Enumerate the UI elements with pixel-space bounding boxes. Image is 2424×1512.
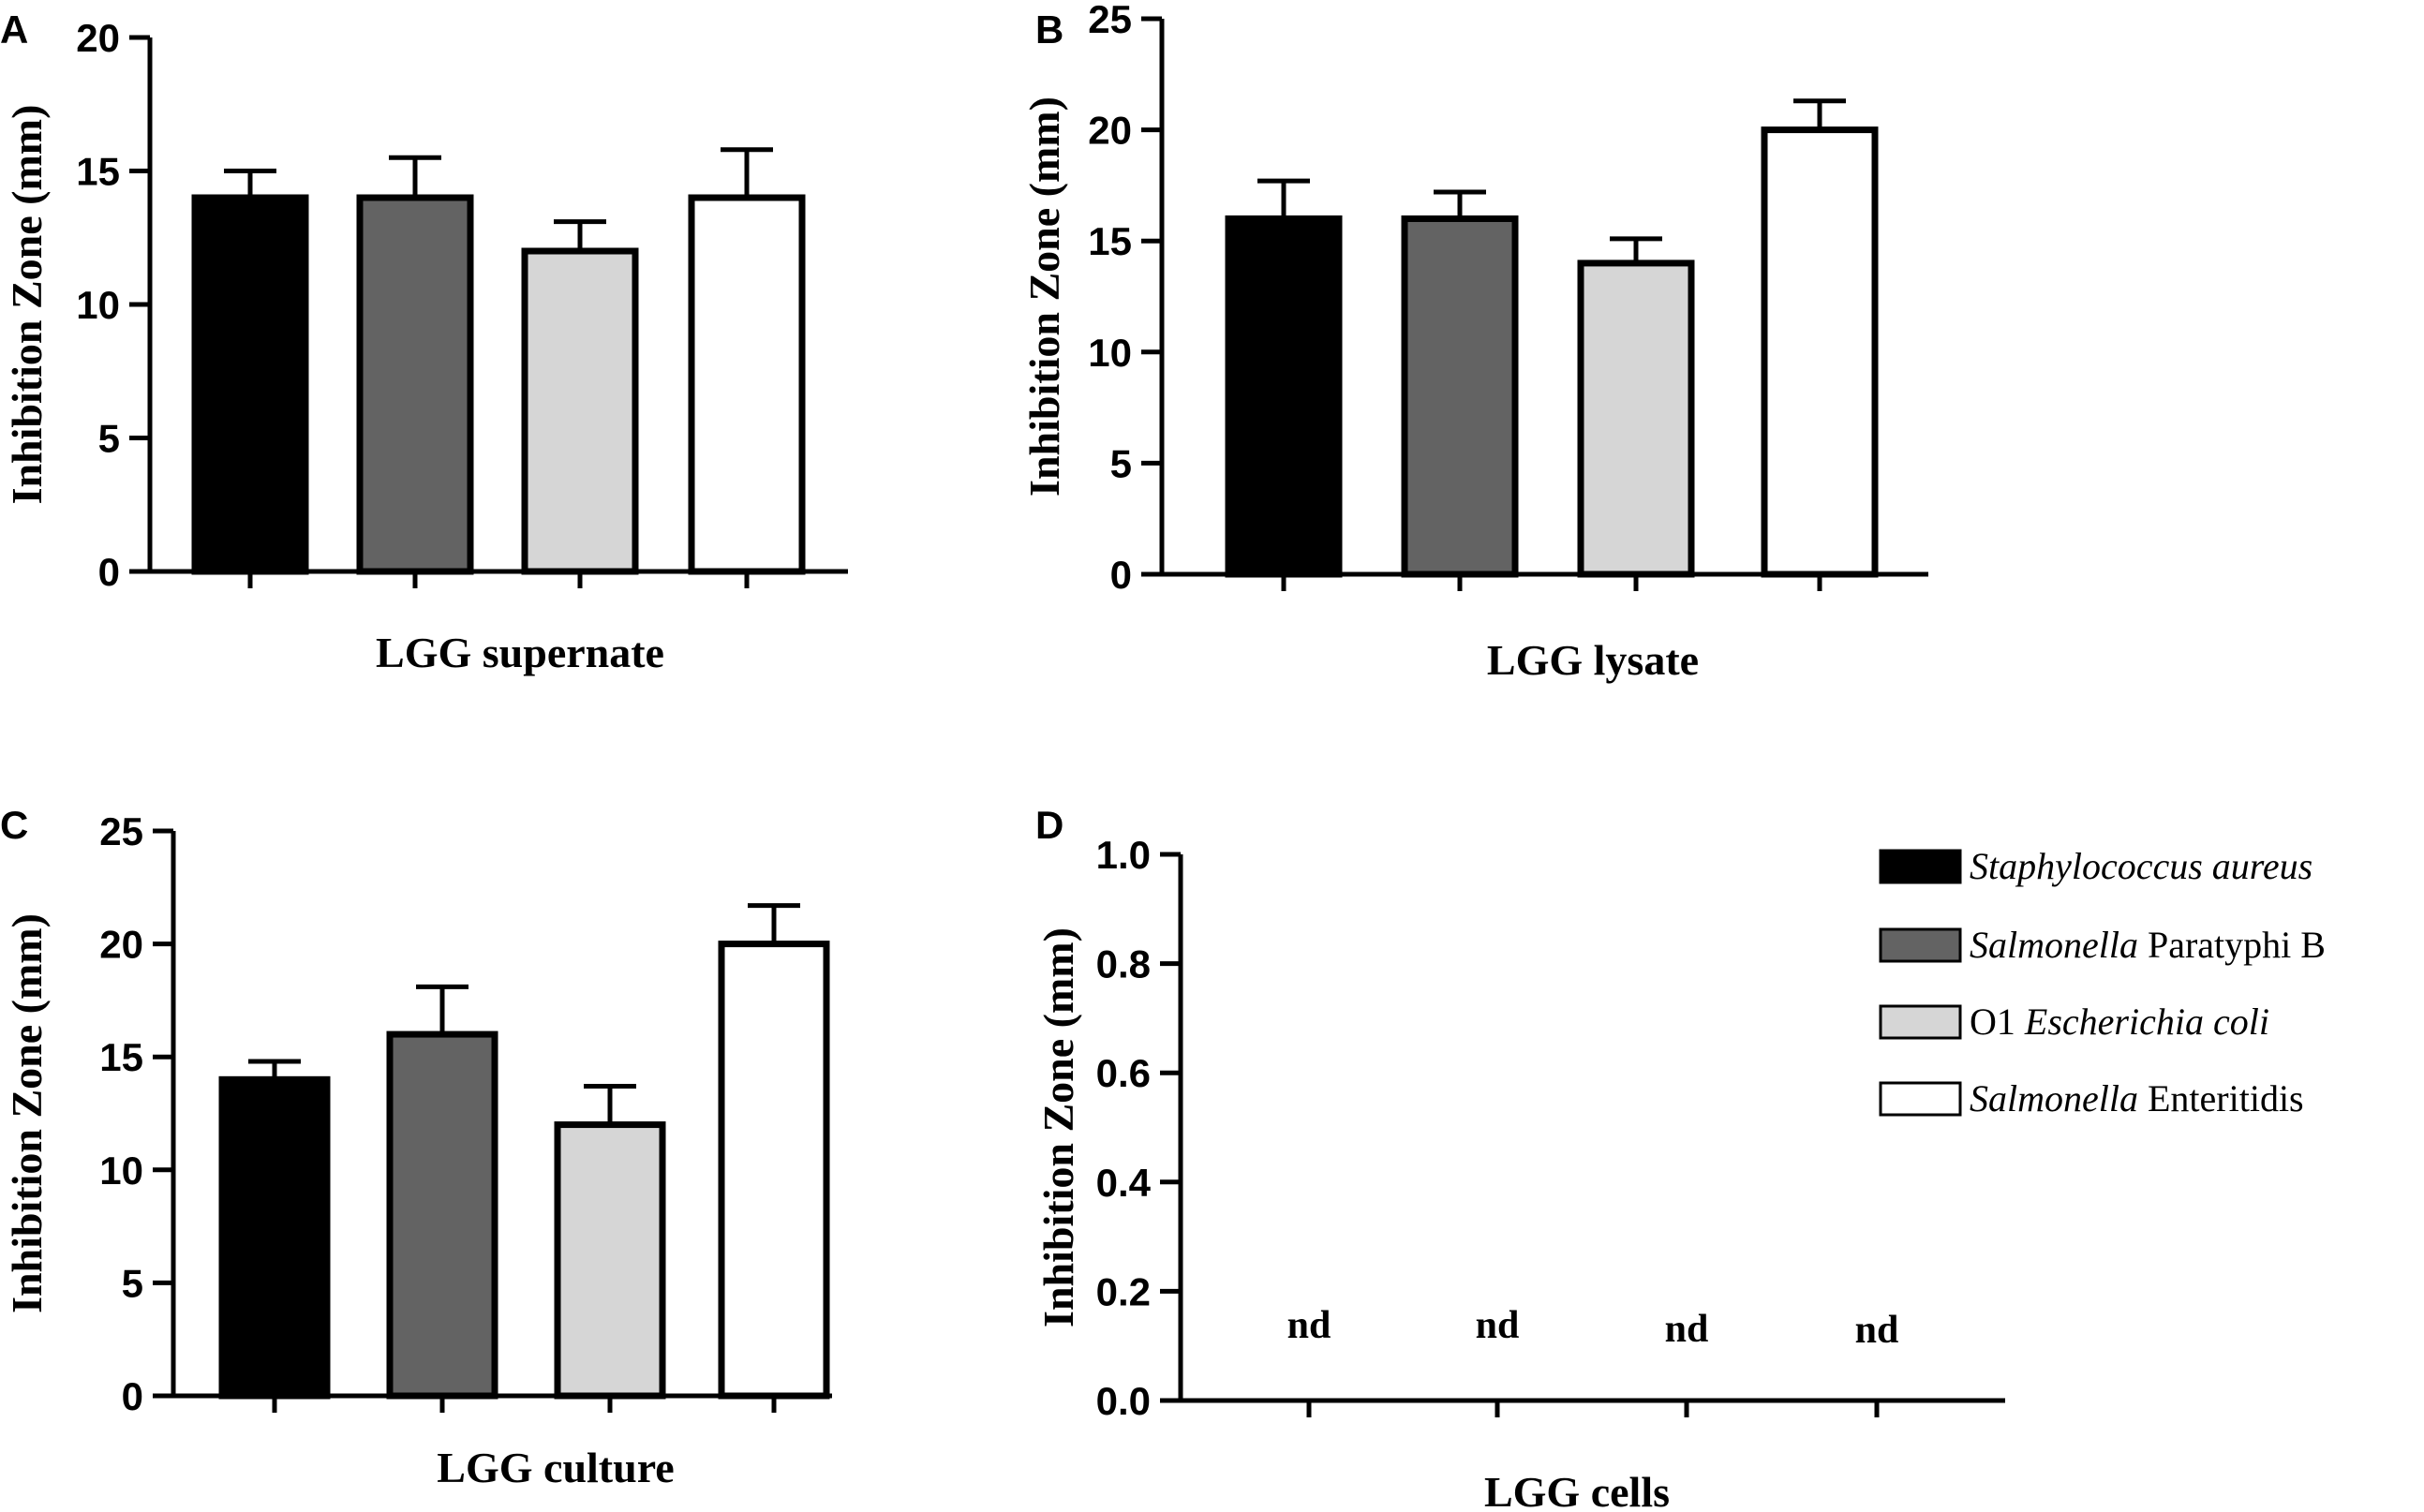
- bar: [521, 247, 639, 575]
- y-tick-label: 0: [98, 550, 120, 594]
- nd-label: nd: [1476, 1304, 1520, 1347]
- y-axis-title: Inhibition Zone (mm): [1020, 96, 1068, 497]
- legend-label: Staphylococcus aureus: [1970, 845, 2312, 887]
- y-tick-label: 0: [122, 1374, 143, 1418]
- legend: Staphylococcus aureus Salmonella Paratyph…: [1879, 845, 2326, 1119]
- panel-letter: B: [1035, 7, 1063, 52]
- y-tick-label: 5: [122, 1261, 143, 1305]
- y-tick-label: 5: [98, 417, 120, 461]
- x-axis-title: LGG lysate: [1487, 636, 1699, 684]
- legend-label-italic: Salmonella: [1970, 1077, 2138, 1119]
- y-tick-label: 0.2: [1096, 1269, 1151, 1313]
- bar: [1225, 215, 1343, 578]
- legend-swatch: [1879, 849, 1962, 884]
- legend-swatch: [1879, 927, 1962, 963]
- bar: [1761, 126, 1879, 578]
- y-axis-title: Inhibition Zone (mm): [3, 913, 51, 1313]
- y-tick-label: 15: [99, 1035, 143, 1079]
- nd-label: nd: [1665, 1308, 1709, 1351]
- y-tick-label: 20: [1088, 109, 1132, 153]
- panel-letter: D: [1035, 803, 1063, 847]
- legend-label-roman: O1: [1970, 1001, 2025, 1043]
- y-tick-label: 10: [1088, 331, 1132, 375]
- legend-label: Salmonella Enteritidis: [1970, 1077, 2304, 1119]
- panel-letter: A: [0, 7, 28, 52]
- x-axis-title: LGG culture: [437, 1444, 674, 1491]
- legend-label: Salmonella Paratyphi B: [1970, 924, 2326, 966]
- y-axis-title: Inhibition Zone (mm): [1034, 927, 1082, 1327]
- bar: [356, 194, 474, 575]
- y-tick-label: 0.8: [1096, 942, 1151, 986]
- legend-label: O1 Escherichia coli: [1970, 1001, 2269, 1043]
- panel-letter: C: [0, 803, 28, 847]
- y-tick-label: 10: [99, 1149, 143, 1193]
- bar: [1577, 259, 1695, 578]
- legend-label-roman: Enteritidis: [2138, 1077, 2304, 1119]
- y-tick-label: 0: [1110, 553, 1132, 597]
- y-tick-label: 15: [76, 150, 120, 194]
- panel-a: A 0 5 10 15 20 Inhibition Zone (mm) LGG superna…: [0, 7, 848, 676]
- y-tick-label: 5: [1110, 441, 1132, 485]
- y-tick-label: 0.6: [1096, 1051, 1151, 1095]
- bar: [191, 194, 309, 575]
- y-axis-title: Inhibition Zone (mm): [3, 105, 51, 505]
- bar: [386, 1030, 498, 1400]
- y-tick-label: 1.0: [1096, 833, 1151, 877]
- x-axis-title: LGG supernate: [376, 629, 664, 676]
- y-tick-label: 25: [1088, 0, 1132, 41]
- legend-label-italic: Salmonella: [1970, 924, 2138, 966]
- y-tick-label: 0.4: [1096, 1161, 1152, 1205]
- y-tick-label: 10: [76, 283, 120, 327]
- bar: [718, 941, 830, 1400]
- x-axis-title: LGG cells: [1484, 1468, 1670, 1512]
- nd-label: nd: [1287, 1304, 1331, 1347]
- nd-label: nd: [1855, 1309, 1899, 1352]
- legend-swatch: [1879, 1081, 1962, 1117]
- bar: [1401, 215, 1519, 578]
- bar: [218, 1075, 331, 1400]
- legend-label-italic: Escherichia coli: [2024, 1001, 2269, 1043]
- legend-label-roman: Paratyphi B: [2138, 924, 2326, 966]
- y-tick-label: 20: [76, 16, 120, 60]
- bar: [554, 1121, 666, 1400]
- legend-swatch: [1879, 1004, 1962, 1040]
- y-tick-label: 0.0: [1096, 1379, 1151, 1423]
- panel-d: D 0.0 0.2 0.4 0.6 0.8 1.0 Inhibition Zone (mm) n…: [1034, 803, 2005, 1512]
- bar: [688, 194, 806, 575]
- panel-b: B 0 5 10 15 20 25 Inhibition Zone (mm) LGG lysat…: [1020, 0, 1928, 684]
- y-tick-label: 20: [99, 923, 143, 967]
- y-tick-label: 15: [1088, 219, 1132, 263]
- legend-label-italic: Staphylococcus aureus: [1970, 845, 2312, 887]
- y-tick-label: 25: [99, 809, 143, 853]
- panel-c: C 0 5 10 15 20 25 Inhibition Zone (mm) LGG cultu…: [0, 803, 832, 1491]
